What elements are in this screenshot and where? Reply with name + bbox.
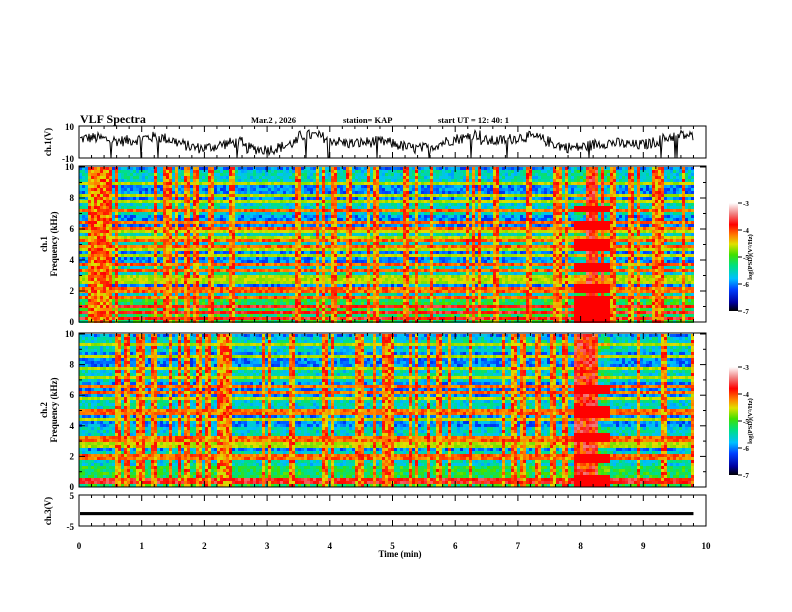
x-tick-label: 4 — [328, 541, 333, 551]
ch2-colorbar: log(PSD)(V²/Hz) — [729, 367, 754, 475]
ch2-spec-ylabel-channel: ch.2 — [39, 402, 49, 418]
y-tick-label: 2 — [70, 286, 75, 296]
x-tick-label: 0 — [77, 541, 82, 551]
x-tick-label: 6 — [453, 541, 458, 551]
y-tick-label: 2 — [70, 451, 75, 461]
ch1-ytick-top: 10 — [65, 122, 75, 132]
y-tick-label: 6 — [70, 224, 75, 234]
ch1-spec-ylabel-frequency: Frequency (kHz) — [49, 211, 59, 276]
ch1-colorbar-gradient — [729, 203, 738, 311]
y-tick-label: 0 — [70, 317, 75, 327]
x-tick-label: 5 — [390, 541, 395, 551]
ch1-waveform-panel: ch.1(V) 10 -10 — [43, 122, 707, 164]
ch3-trace — [80, 512, 694, 516]
start-time-label: start UT = 12: 40: 1 — [438, 115, 509, 125]
ch1-colorbar: log(PSD)(V²/Hz) — [729, 203, 754, 311]
x-axis-label: Time (min) — [378, 549, 421, 559]
y-tick-label: 4 — [70, 255, 75, 265]
ch3-ytick-top: 5 — [70, 491, 75, 501]
ch2-spectrogram-image — [79, 334, 694, 487]
y-tick-label: 8 — [70, 360, 75, 370]
date-label: Mar.2 , 2026 — [251, 115, 296, 125]
ch1-spec-ylabel-channel: ch.1 — [39, 236, 49, 252]
x-tick-label: 1 — [139, 541, 144, 551]
y-tick-label: 10 — [65, 329, 75, 339]
y-tick-label: 10 — [65, 162, 75, 172]
x-tick-label: 3 — [265, 541, 270, 551]
ch3-waveform-panel: ch.3(V) 5 -5 — [43, 491, 707, 532]
colorbar-tick-label: -4 — [743, 227, 749, 235]
ch1-trace — [79, 128, 694, 159]
x-tick-label: 8 — [578, 541, 583, 551]
colorbar-tick-label: -7 — [743, 308, 749, 316]
ch2-spectrogram-panel: ch.2 Frequency (kHz) 0 2 4 6 8 10 -3 -4 -5 -6 -7 l… — [39, 329, 754, 492]
y-tick-label: 0 — [70, 482, 75, 492]
station-label: station= KAP — [343, 115, 392, 125]
y-tick-label: 4 — [70, 421, 75, 431]
ch3-ytick-bottom: -5 — [67, 522, 75, 532]
ch3-ylabel: ch.3(V) — [43, 497, 53, 525]
ch1-ytick-bottom: -10 — [62, 154, 74, 164]
chart-title: VLF Spectra — [80, 112, 146, 126]
y-tick-label: 6 — [70, 390, 75, 400]
ch1-colorbar-label: log(PSD)(V²/Hz) — [747, 234, 754, 280]
x-tick-label: 9 — [641, 541, 646, 551]
x-tick-label: 7 — [516, 541, 521, 551]
colorbar-tick-label: -4 — [743, 391, 749, 399]
ch2-spec-ylabel-frequency: Frequency (kHz) — [49, 377, 59, 442]
ch1-spectrogram-panel: ch.1 Frequency (kHz) 0 2 4 6 8 10 -3 -4 -5 -6 -7 l… — [39, 162, 754, 327]
ch1-ylabel: ch.1(V) — [43, 128, 53, 156]
ch2-colorbar-gradient — [729, 367, 738, 475]
colorbar-tick-label: -6 — [743, 445, 749, 453]
y-tick-label: 8 — [70, 193, 75, 203]
ch1-spectrogram-image — [79, 167, 694, 323]
x-tick-label: 2 — [202, 541, 207, 551]
colorbar-tick-label: -5 — [743, 254, 749, 262]
x-tick-label: 10 — [702, 541, 712, 551]
colorbar-tick-label: -6 — [743, 281, 749, 289]
colorbar-tick-label: -3 — [743, 364, 749, 372]
ch2-colorbar-label: log(PSD)(V²/Hz) — [747, 398, 754, 444]
colorbar-tick-label: -7 — [743, 472, 749, 480]
colorbar-tick-label: -3 — [743, 200, 749, 208]
colorbar-tick-label: -5 — [743, 418, 749, 426]
